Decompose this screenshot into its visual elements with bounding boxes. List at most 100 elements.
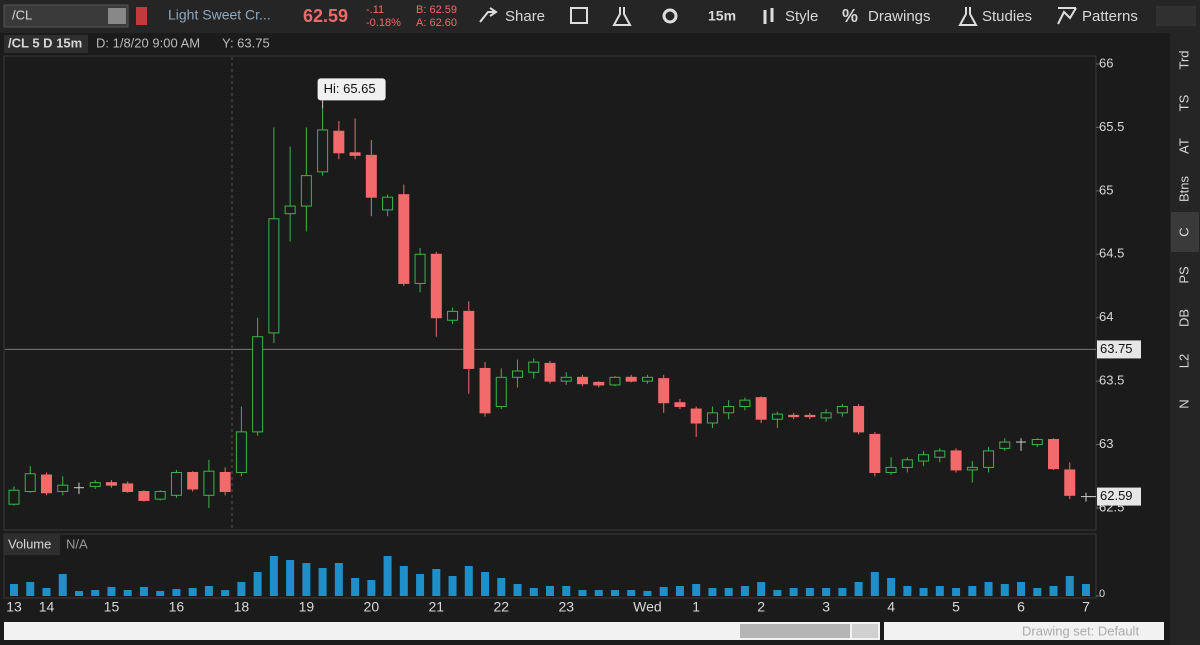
description: Light Sweet Cr... — [168, 7, 271, 23]
candle-body — [268, 218, 280, 334]
sidebar-tab[interactable]: L2 — [1176, 354, 1191, 368]
candle-body — [398, 194, 410, 284]
y-tick-label: 65.5 — [1099, 119, 1124, 134]
candle-body — [203, 470, 215, 496]
volume-bar — [919, 588, 928, 596]
toolbar-menu[interactable] — [1156, 6, 1196, 26]
drawings-button[interactable]: Drawings — [868, 8, 931, 25]
interval-button[interactable]: 15m — [708, 8, 736, 24]
volume-bar — [627, 590, 636, 596]
volume-bar — [675, 586, 684, 596]
last-price: 62.59 — [303, 6, 348, 26]
x-tick-label: 23 — [558, 599, 574, 615]
x-tick-label: 7 — [1082, 599, 1090, 615]
drawing-set[interactable]: Drawing set: Default — [1022, 623, 1139, 638]
symbol-dropdown[interactable] — [108, 8, 126, 24]
volume-bar — [854, 582, 863, 596]
patterns-icon[interactable] — [1057, 7, 1077, 25]
style-button[interactable]: Style — [785, 8, 818, 25]
sidebar-tab[interactable]: DB — [1176, 309, 1191, 327]
share-icon[interactable] — [479, 7, 498, 23]
share-button[interactable]: Share — [505, 8, 545, 25]
volume-bar — [1065, 576, 1074, 596]
candle-body — [950, 450, 962, 471]
volume-bar — [984, 582, 993, 596]
candle-body — [869, 433, 881, 473]
sidebar-tab[interactable]: AT — [1176, 138, 1191, 154]
patterns-button[interactable]: Patterns — [1082, 8, 1138, 25]
flask-icon[interactable] — [612, 7, 632, 26]
volume-bar — [594, 590, 603, 596]
scroll-arrows[interactable] — [852, 624, 878, 638]
alert-icon[interactable] — [136, 7, 147, 25]
volume-bar — [302, 563, 311, 596]
sidebar-tab[interactable]: C — [1176, 227, 1191, 236]
studies-button[interactable]: Studies — [982, 8, 1032, 25]
x-tick-label: 18 — [234, 599, 250, 615]
volume-bar — [237, 582, 246, 596]
symbol[interactable]: /CL — [12, 7, 32, 22]
volume-bar — [838, 588, 847, 596]
candle-body — [284, 205, 296, 215]
candle-body — [89, 482, 101, 487]
style-icon[interactable] — [763, 8, 774, 24]
sidebar-tab-active — [1171, 212, 1199, 252]
candle-body — [658, 378, 670, 404]
candle-body — [187, 471, 199, 490]
candle-body — [593, 381, 605, 386]
y-tick-label: 64 — [1099, 309, 1113, 324]
x-tick-label: 22 — [493, 599, 509, 615]
volume-bar — [26, 582, 35, 596]
volume-bar — [887, 578, 896, 596]
candle-body — [918, 454, 930, 462]
last-price-box — [1097, 487, 1141, 506]
title-box — [4, 35, 88, 53]
studies-icon[interactable] — [958, 7, 978, 26]
symbol-box[interactable] — [3, 4, 129, 28]
candle-body — [706, 412, 718, 424]
candle-body — [219, 471, 231, 493]
volume-bar — [10, 584, 18, 596]
footer-tools — [884, 622, 1164, 640]
change: -.11 — [366, 4, 384, 16]
candle-body — [544, 362, 556, 382]
candle-body — [365, 154, 377, 198]
hi-label-box — [317, 78, 386, 101]
volume-bar — [659, 587, 668, 596]
volume-bar — [334, 563, 343, 596]
sidebar-tab[interactable]: TS — [1176, 94, 1191, 111]
volume-bar — [318, 568, 327, 596]
x-tick-label: 19 — [299, 599, 315, 615]
sidebar-tab[interactable]: N — [1176, 399, 1191, 408]
candle-body — [901, 459, 913, 468]
candle-body — [317, 129, 329, 173]
scrollbar[interactable] — [4, 622, 880, 640]
x-tick-label: 3 — [822, 599, 830, 615]
volume-bar — [481, 572, 490, 596]
sidebar-tab[interactable]: Trd — [1176, 50, 1191, 69]
volume-bar — [383, 556, 392, 596]
volume-status: N/A — [66, 536, 88, 551]
settings-icon[interactable] — [662, 8, 678, 24]
volume-bar — [546, 586, 554, 596]
cursor-date: D: 1/8/20 9:00 AM — [96, 35, 200, 50]
volume-bar — [416, 574, 425, 596]
sidebar-tab[interactable]: PS — [1176, 266, 1191, 284]
y-tick-label: 63 — [1099, 436, 1113, 451]
candle-body — [382, 196, 394, 211]
volume-bar — [805, 588, 814, 596]
volume-bar — [58, 574, 67, 596]
y-tick-label: 65 — [1099, 182, 1113, 197]
volume-bar — [156, 591, 165, 596]
volume-bar — [497, 578, 506, 596]
drawings-icon[interactable]: % — [842, 6, 858, 26]
candle-body — [836, 406, 848, 414]
volume-title: Volume — [8, 536, 51, 551]
sidebar-tab[interactable]: Btns — [1176, 175, 1191, 202]
scroll-thumb[interactable] — [740, 624, 850, 638]
candle-body — [674, 402, 686, 408]
x-tick-label: 21 — [429, 599, 445, 615]
candle-body — [739, 399, 751, 408]
x-tick-label: 2 — [757, 599, 765, 615]
snapshot-icon[interactable] — [570, 7, 588, 24]
